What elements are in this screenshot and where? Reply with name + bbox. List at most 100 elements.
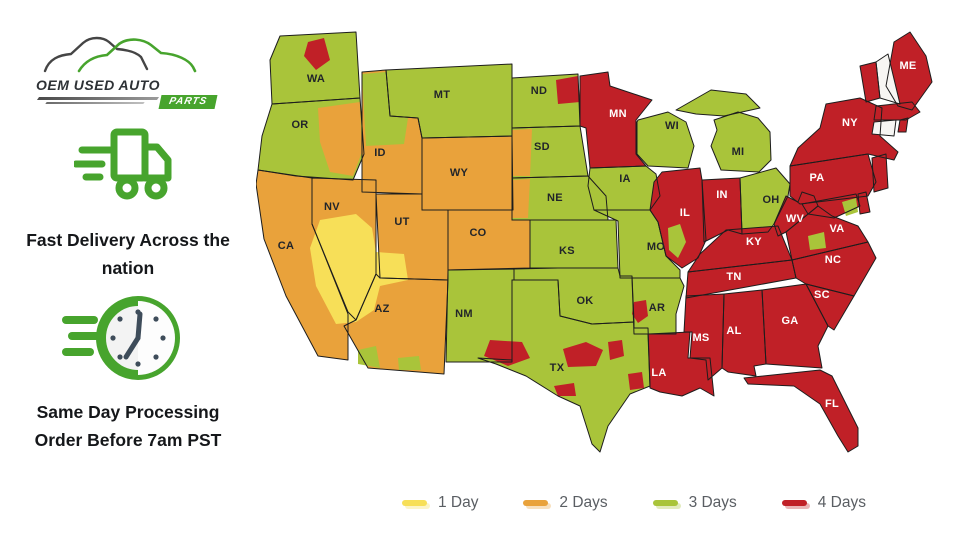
state-border-FL: [743, 369, 859, 453]
state-label-IN: IN: [716, 189, 728, 201]
state-label-MI: MI: [732, 146, 745, 158]
state-label-NY: NY: [842, 117, 858, 129]
state-label-OH: OH: [762, 194, 779, 206]
state-label-NM: NM: [455, 308, 473, 320]
state-label-TN: TN: [726, 271, 741, 283]
state-border-NH: [875, 53, 901, 105]
legend-label-1_day: 1 Day: [438, 494, 479, 511]
state-NY: [790, 98, 898, 166]
legend-item-4_days: 4 Days: [781, 494, 866, 512]
state-PA: [790, 154, 876, 204]
state-WI: [637, 112, 694, 168]
state-label-NE: NE: [547, 192, 563, 204]
state-MO: [594, 210, 680, 278]
state-NJ: [872, 154, 888, 192]
state-label-IA: IA: [619, 173, 631, 185]
patch-sd_west: [512, 129, 532, 176]
us-delivery-map: WA OR CA NV ID MT WY UT CO AZ NM ND SD NE KS OK TX MN IA MO…: [255, 24, 956, 472]
state-label-CA: CA: [278, 240, 295, 252]
state-border-TX: [477, 279, 651, 453]
state-label-WI: WI: [665, 120, 679, 132]
state-SC: [806, 284, 854, 330]
logo-text-primary: OEM USED AUTO: [36, 77, 160, 93]
state-MT: [386, 64, 512, 138]
state-AL: [722, 290, 766, 376]
state-ME: [886, 32, 932, 110]
state-border-IN: [701, 177, 743, 243]
state-label-ID: ID: [374, 147, 386, 159]
state-OK: [514, 268, 634, 324]
clock-icon: [62, 288, 188, 393]
logo-text-secondary: PARTS: [158, 95, 218, 109]
patch-tx_central: [563, 342, 603, 367]
state-label-AR: AR: [649, 302, 666, 314]
state-LA: [648, 332, 714, 396]
state-border-WV: [773, 191, 819, 237]
state-border-RI: [897, 117, 909, 133]
state-label-OR: OR: [291, 119, 308, 131]
legend-label-2_days: 2 Days: [559, 494, 608, 511]
state-NH: [876, 54, 900, 104]
state-CT: [872, 120, 896, 136]
state-label-KY: KY: [746, 236, 762, 248]
same-day-processing-text: Same Day Processing Order Before 7am PST: [34, 402, 222, 450]
logo-underline: PARTS: [36, 95, 222, 111]
state-label-UT: UT: [394, 216, 409, 228]
patch-ar_west: [632, 300, 648, 323]
state-AR: [632, 278, 684, 334]
state-label-MO: MO: [647, 241, 665, 253]
patch-az_south_a: [358, 346, 380, 368]
patch-tx_east: [628, 372, 644, 390]
state-IN: [702, 178, 742, 242]
state-label-SD: SD: [534, 141, 550, 153]
patch-az_south_b: [398, 356, 421, 370]
legend-label-3_days: 3 Days: [688, 494, 737, 511]
patch-sw_one_day: [310, 214, 408, 324]
state-label-NC: NC: [825, 254, 842, 266]
state-IL: [650, 168, 706, 268]
state-border-NJ: [871, 153, 889, 193]
legend-swatch-2_days: [523, 500, 549, 506]
legend-item-1_day: 1 Day: [402, 494, 479, 512]
state-border-MD: [801, 193, 861, 219]
state-label-SC: SC: [814, 289, 830, 301]
car-outline-icon: [36, 34, 222, 76]
state-label-FL: FL: [825, 398, 839, 410]
state-FL: [744, 370, 858, 452]
patch-wa_north: [304, 38, 330, 70]
state-NE: [512, 176, 608, 220]
state-label-VA: VA: [829, 223, 844, 235]
state-label-WY: WY: [450, 167, 469, 179]
legend-item-3_days: 3 Days: [652, 494, 737, 512]
state-border-CT: [871, 119, 897, 137]
brand-logo: OEM USED AUTO PARTS: [36, 34, 222, 111]
patch-id_panhandle: [362, 72, 408, 146]
state-label-ME: ME: [899, 60, 916, 72]
state-label-GA: GA: [781, 315, 798, 327]
state-label-WV: WV: [786, 213, 805, 225]
state-label-ND: ND: [531, 85, 548, 97]
state-RI: [898, 118, 908, 132]
state-label-WA: WA: [307, 73, 325, 85]
state-border-AR: [631, 277, 685, 335]
state-border-MA: [873, 101, 921, 121]
legend-label-4_days: 4 Days: [817, 494, 866, 511]
legend-swatch-3_days: [652, 500, 678, 506]
legend-swatch-4_days: [781, 500, 807, 506]
patch-or_east: [318, 102, 362, 176]
patch-tx_northeast: [608, 340, 624, 360]
state-border-NE: [511, 175, 609, 221]
state-GA: [762, 284, 828, 368]
patch-va_north: [842, 198, 858, 216]
fast-delivery-text: Fast Delivery Across the nation: [26, 230, 230, 278]
state-CA: [256, 170, 348, 360]
state-WY: [422, 136, 513, 210]
state-border-WA: [269, 31, 361, 105]
state-border-MI: [710, 111, 772, 173]
state-label-PA: PA: [809, 172, 824, 184]
state-KS: [530, 220, 618, 268]
state-MI: [676, 90, 760, 116]
patch-va_southwest: [808, 232, 826, 250]
delivery-truck-icon: [72, 122, 180, 217]
